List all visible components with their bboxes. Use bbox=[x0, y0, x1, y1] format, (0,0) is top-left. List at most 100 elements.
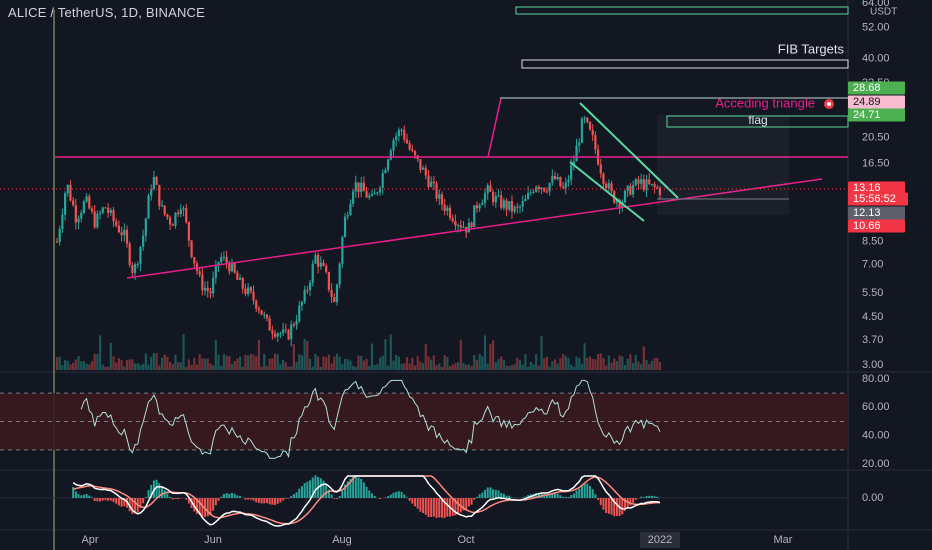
candle-body bbox=[561, 186, 565, 189]
candle-body bbox=[475, 205, 479, 209]
candle-body bbox=[526, 193, 530, 200]
candle-body bbox=[637, 179, 640, 184]
macd-bar bbox=[389, 494, 392, 498]
volume-bar bbox=[594, 359, 597, 370]
candle-body bbox=[389, 150, 392, 160]
candle-body bbox=[545, 191, 549, 193]
candle-body bbox=[373, 193, 376, 195]
volume-bar bbox=[292, 344, 295, 370]
macd-bar bbox=[104, 498, 107, 501]
macd-bar bbox=[244, 498, 247, 500]
macd-bar bbox=[333, 498, 336, 499]
candle-body bbox=[626, 185, 629, 192]
volume-bar bbox=[287, 366, 290, 370]
macd-bar bbox=[653, 496, 656, 498]
volume-bar bbox=[607, 355, 610, 370]
volume-bar bbox=[212, 365, 215, 370]
volume-bar bbox=[265, 365, 269, 370]
volume-bar bbox=[370, 343, 374, 370]
candle-body bbox=[543, 187, 546, 192]
macd-bar bbox=[300, 486, 303, 498]
candle-body bbox=[572, 161, 575, 166]
volume-bar bbox=[395, 355, 398, 370]
candle-body bbox=[354, 182, 357, 192]
volume-bar bbox=[365, 358, 368, 370]
macd-bar bbox=[201, 498, 204, 518]
macd-bar bbox=[115, 498, 118, 504]
candle-body bbox=[376, 192, 379, 194]
volume-bar bbox=[233, 361, 236, 370]
macd-bar bbox=[360, 478, 363, 498]
macd-bar bbox=[131, 498, 134, 514]
candle-body bbox=[290, 324, 293, 340]
macd-bar bbox=[572, 493, 575, 498]
candle-body bbox=[650, 183, 654, 185]
candle-body bbox=[478, 205, 481, 209]
candle-body bbox=[284, 329, 287, 331]
volume-bar bbox=[500, 356, 503, 370]
macd-bar bbox=[610, 498, 613, 515]
candle-body bbox=[327, 272, 330, 290]
macd-signal-line bbox=[72, 475, 660, 525]
candle-body bbox=[594, 135, 597, 150]
volume-bar bbox=[561, 354, 565, 370]
candle-body bbox=[255, 300, 258, 309]
volume-bar bbox=[543, 358, 546, 370]
macd-bar bbox=[147, 490, 150, 498]
target-icon-center bbox=[827, 102, 831, 106]
macd-bar bbox=[239, 496, 242, 498]
candle-body bbox=[658, 188, 662, 195]
macd-bar bbox=[158, 483, 161, 498]
macd-bar bbox=[629, 498, 632, 506]
volume-bar bbox=[580, 363, 584, 370]
macd-bar bbox=[341, 490, 344, 498]
macd-bar bbox=[292, 494, 295, 498]
candle-body bbox=[567, 179, 570, 183]
volume-bar bbox=[467, 364, 470, 370]
volume-bar bbox=[352, 365, 355, 370]
candle-body bbox=[443, 204, 446, 211]
macd-bar bbox=[142, 498, 145, 504]
macd-bar bbox=[150, 484, 153, 498]
macd-bar bbox=[128, 498, 131, 512]
volume-bar bbox=[282, 359, 285, 370]
candle-body bbox=[338, 263, 341, 285]
macd-bar bbox=[419, 498, 422, 512]
volume-bar bbox=[634, 354, 637, 370]
volume-bar bbox=[537, 365, 540, 370]
price-axis-label: 52.00 bbox=[862, 21, 890, 33]
volume-bar bbox=[637, 361, 640, 370]
volume-bar bbox=[160, 357, 164, 370]
price-tag-label: 24.71 bbox=[853, 109, 881, 121]
fib-target-box bbox=[521, 59, 849, 69]
volume-bar bbox=[559, 358, 562, 370]
volume-bar bbox=[96, 353, 99, 370]
macd-bar bbox=[510, 497, 513, 498]
macd-bar bbox=[274, 498, 277, 505]
macd-bar bbox=[268, 498, 271, 505]
macd-axis-label: 0.00 bbox=[862, 492, 883, 504]
candle-body bbox=[346, 214, 349, 217]
volume-bar bbox=[319, 366, 322, 370]
candle-body bbox=[508, 201, 511, 210]
volume-bar bbox=[335, 353, 339, 370]
volume-bar bbox=[109, 342, 112, 370]
volume-bar bbox=[217, 354, 220, 370]
candle-body bbox=[387, 159, 390, 170]
volume-bar bbox=[185, 366, 188, 370]
candle-body bbox=[505, 200, 508, 210]
volume-bar bbox=[389, 334, 392, 370]
candle-body bbox=[518, 206, 522, 208]
volume-bar bbox=[486, 363, 489, 370]
candle-body bbox=[80, 212, 83, 219]
macd-bar bbox=[624, 498, 627, 511]
macd-bar bbox=[570, 495, 573, 498]
macd-bar bbox=[72, 487, 75, 498]
volume-bar bbox=[142, 364, 145, 370]
candle-body bbox=[540, 187, 543, 190]
volume-bar bbox=[408, 363, 411, 370]
candle-body bbox=[257, 308, 260, 311]
macd-bar bbox=[327, 489, 330, 498]
volume-bar bbox=[244, 354, 247, 370]
